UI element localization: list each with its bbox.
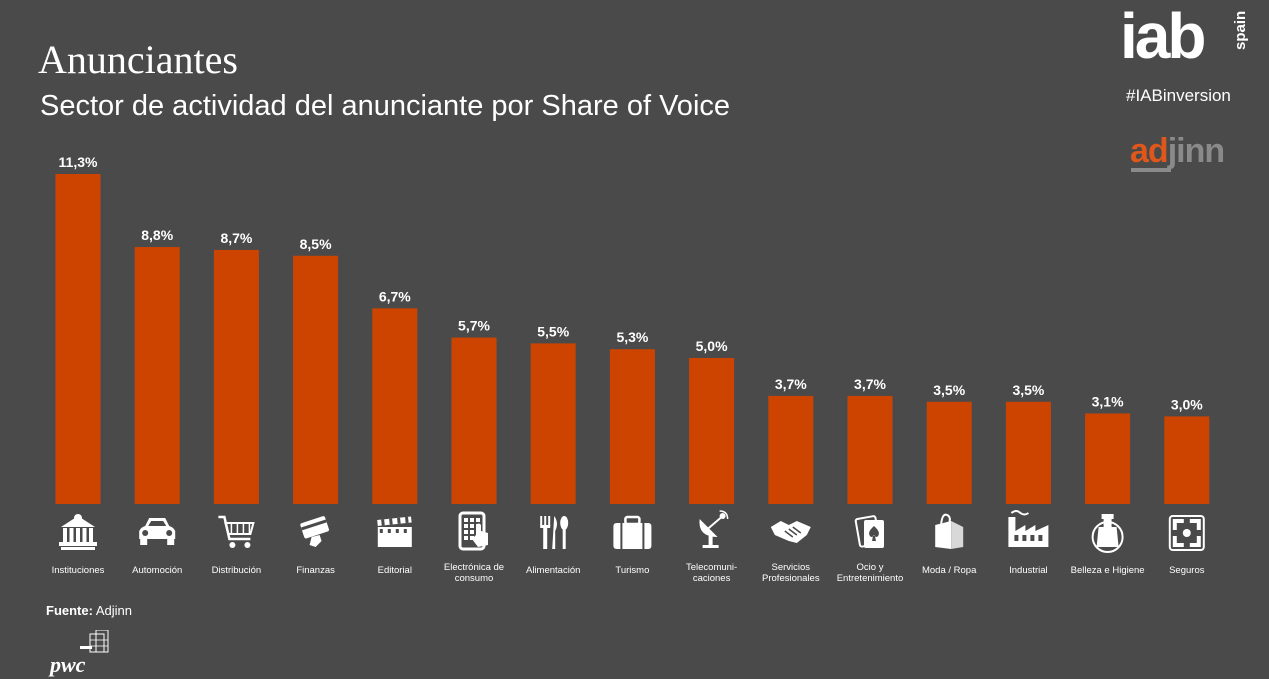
pwc-building-icon	[89, 630, 109, 653]
category-label-line: Telecomuni-	[686, 562, 737, 573]
lotion-icon	[1091, 514, 1124, 553]
satellite-dish-icon	[699, 510, 729, 548]
category-label-line: Moda / Ropa	[922, 565, 977, 576]
bar-telecomuni-caciones	[689, 357, 735, 504]
category-label-line: Ocio y	[857, 562, 884, 573]
value-label-moda-ropa: 3,5%	[933, 382, 965, 398]
bar-seguros	[1164, 416, 1210, 504]
category-label-line: Entretenimiento	[837, 573, 904, 584]
adjinn-logo-ad: ad	[1130, 132, 1169, 170]
source-note: Fuente: Adjinn	[46, 603, 132, 618]
category-label-electrónica-de-consumo: Electrónica de consumo	[444, 562, 504, 584]
category-label-ocio-y-entretenimiento: Ocio y Entretenimiento	[837, 562, 904, 584]
bar-distribución	[213, 249, 259, 504]
category-label-line: Servicios	[772, 562, 811, 573]
category-label-line: Automoción	[132, 565, 182, 576]
category-label-line: caciones	[693, 573, 731, 584]
pwc-dash	[80, 646, 92, 649]
category-label-line: Belleza e Higiene	[1071, 565, 1145, 576]
value-label-servicios-profesionales: 3,7%	[775, 376, 807, 392]
value-label-finanzas: 8,5%	[300, 236, 332, 252]
institution-icon	[59, 514, 97, 550]
category-label-line: Distribución	[212, 565, 262, 576]
category-label-line: Profesionales	[762, 573, 820, 584]
adjinn-logo-jinn: jinn	[1167, 132, 1225, 170]
iab-spain-logo: iab spain	[1120, 4, 1260, 88]
value-label-instituciones: 11,3%	[59, 154, 98, 170]
value-label-seguros: 3,0%	[1171, 396, 1203, 412]
value-label-distribución: 8,7%	[220, 230, 252, 246]
shopping-cart-icon	[218, 515, 255, 548]
bar-moda-ropa	[926, 401, 972, 504]
bar-alimentación	[530, 343, 576, 504]
hashtag: #IABinversion	[1126, 86, 1231, 105]
category-label-line: Instituciones	[52, 565, 105, 576]
bar-finanzas	[293, 255, 339, 504]
pwc-logo-text: pwc	[50, 652, 86, 677]
pwc-logo: pwc	[50, 630, 120, 679]
bar-belleza-e-higiene	[1085, 413, 1131, 504]
clapperboard-icon	[377, 516, 412, 547]
page-title: Anunciantes	[38, 37, 238, 82]
category-label-line: Finanzas	[296, 565, 335, 576]
category-label-line: Electrónica de	[444, 562, 504, 573]
category-label-automoción: Automoción	[132, 565, 182, 576]
handshake-icon	[770, 521, 811, 543]
value-label-industrial: 3,5%	[1012, 382, 1044, 398]
category-label-moda-ropa: Moda / Ropa	[922, 565, 977, 576]
bar-instituciones	[55, 174, 101, 504]
credit-card-icon	[300, 516, 329, 547]
value-label-alimentación: 5,5%	[537, 323, 569, 339]
category-label-line: consumo	[455, 573, 494, 584]
category-label-line: Seguros	[1169, 565, 1205, 576]
category-label-belleza-e-higiene: Belleza e Higiene	[1071, 565, 1145, 576]
category-label-finanzas: Finanzas	[296, 565, 335, 576]
bar-ocio-y-entretenimiento	[847, 395, 893, 504]
adjinn-logo: adjinn	[1130, 132, 1225, 171]
iab-logo-text: iab	[1120, 0, 1206, 72]
category-label-instituciones: Instituciones	[52, 565, 105, 576]
suitcase-icon	[613, 515, 652, 549]
value-label-electrónica-de-consumo: 5,7%	[458, 318, 490, 334]
category-label-industrial: Industrial	[1009, 565, 1048, 576]
value-label-automoción: 8,8%	[141, 227, 173, 243]
category-label-turismo: Turismo	[615, 565, 649, 576]
category-label-line: Editorial	[378, 565, 412, 576]
bar-industrial	[1005, 401, 1051, 504]
tablet-touch-icon	[458, 511, 488, 551]
factory-icon	[1008, 510, 1049, 547]
category-label-line: Industrial	[1009, 565, 1048, 576]
value-label-editorial: 6,7%	[379, 288, 411, 304]
bar-electrónica-de-consumo	[451, 337, 497, 504]
bar-servicios-profesionales	[768, 395, 814, 504]
category-label-line: Alimentación	[526, 565, 580, 576]
source-value: Adjinn	[95, 603, 132, 618]
source-label: Fuente:	[46, 603, 93, 618]
shopping-bag-icon	[935, 513, 964, 549]
category-label-distribución: Distribución	[212, 565, 262, 576]
car-icon	[139, 518, 176, 545]
shield-icon	[1168, 515, 1205, 551]
value-label-belleza-e-higiene: 3,1%	[1092, 393, 1124, 409]
bar-automoción	[134, 247, 180, 504]
cutlery-icon	[540, 516, 569, 549]
bar-turismo	[609, 349, 655, 504]
value-label-telecomuni-caciones: 5,0%	[696, 338, 728, 354]
category-label-seguros: Seguros	[1169, 565, 1205, 576]
playing-cards-icon	[854, 515, 884, 548]
value-label-ocio-y-entretenimiento: 3,7%	[854, 376, 886, 392]
adjinn-logo-bar	[1131, 168, 1171, 172]
page-subtitle: Sector de actividad del anunciante por S…	[40, 90, 731, 122]
bar-editorial	[372, 308, 418, 504]
category-label-telecomuni-caciones: Telecomuni-caciones	[686, 562, 737, 584]
category-label-editorial: Editorial	[378, 565, 412, 576]
category-label-alimentación: Alimentación	[526, 565, 580, 576]
category-label-servicios-profesionales: Servicios Profesionales	[762, 562, 820, 584]
value-label-turismo: 5,3%	[616, 329, 648, 345]
category-label-line: Turismo	[615, 565, 649, 576]
